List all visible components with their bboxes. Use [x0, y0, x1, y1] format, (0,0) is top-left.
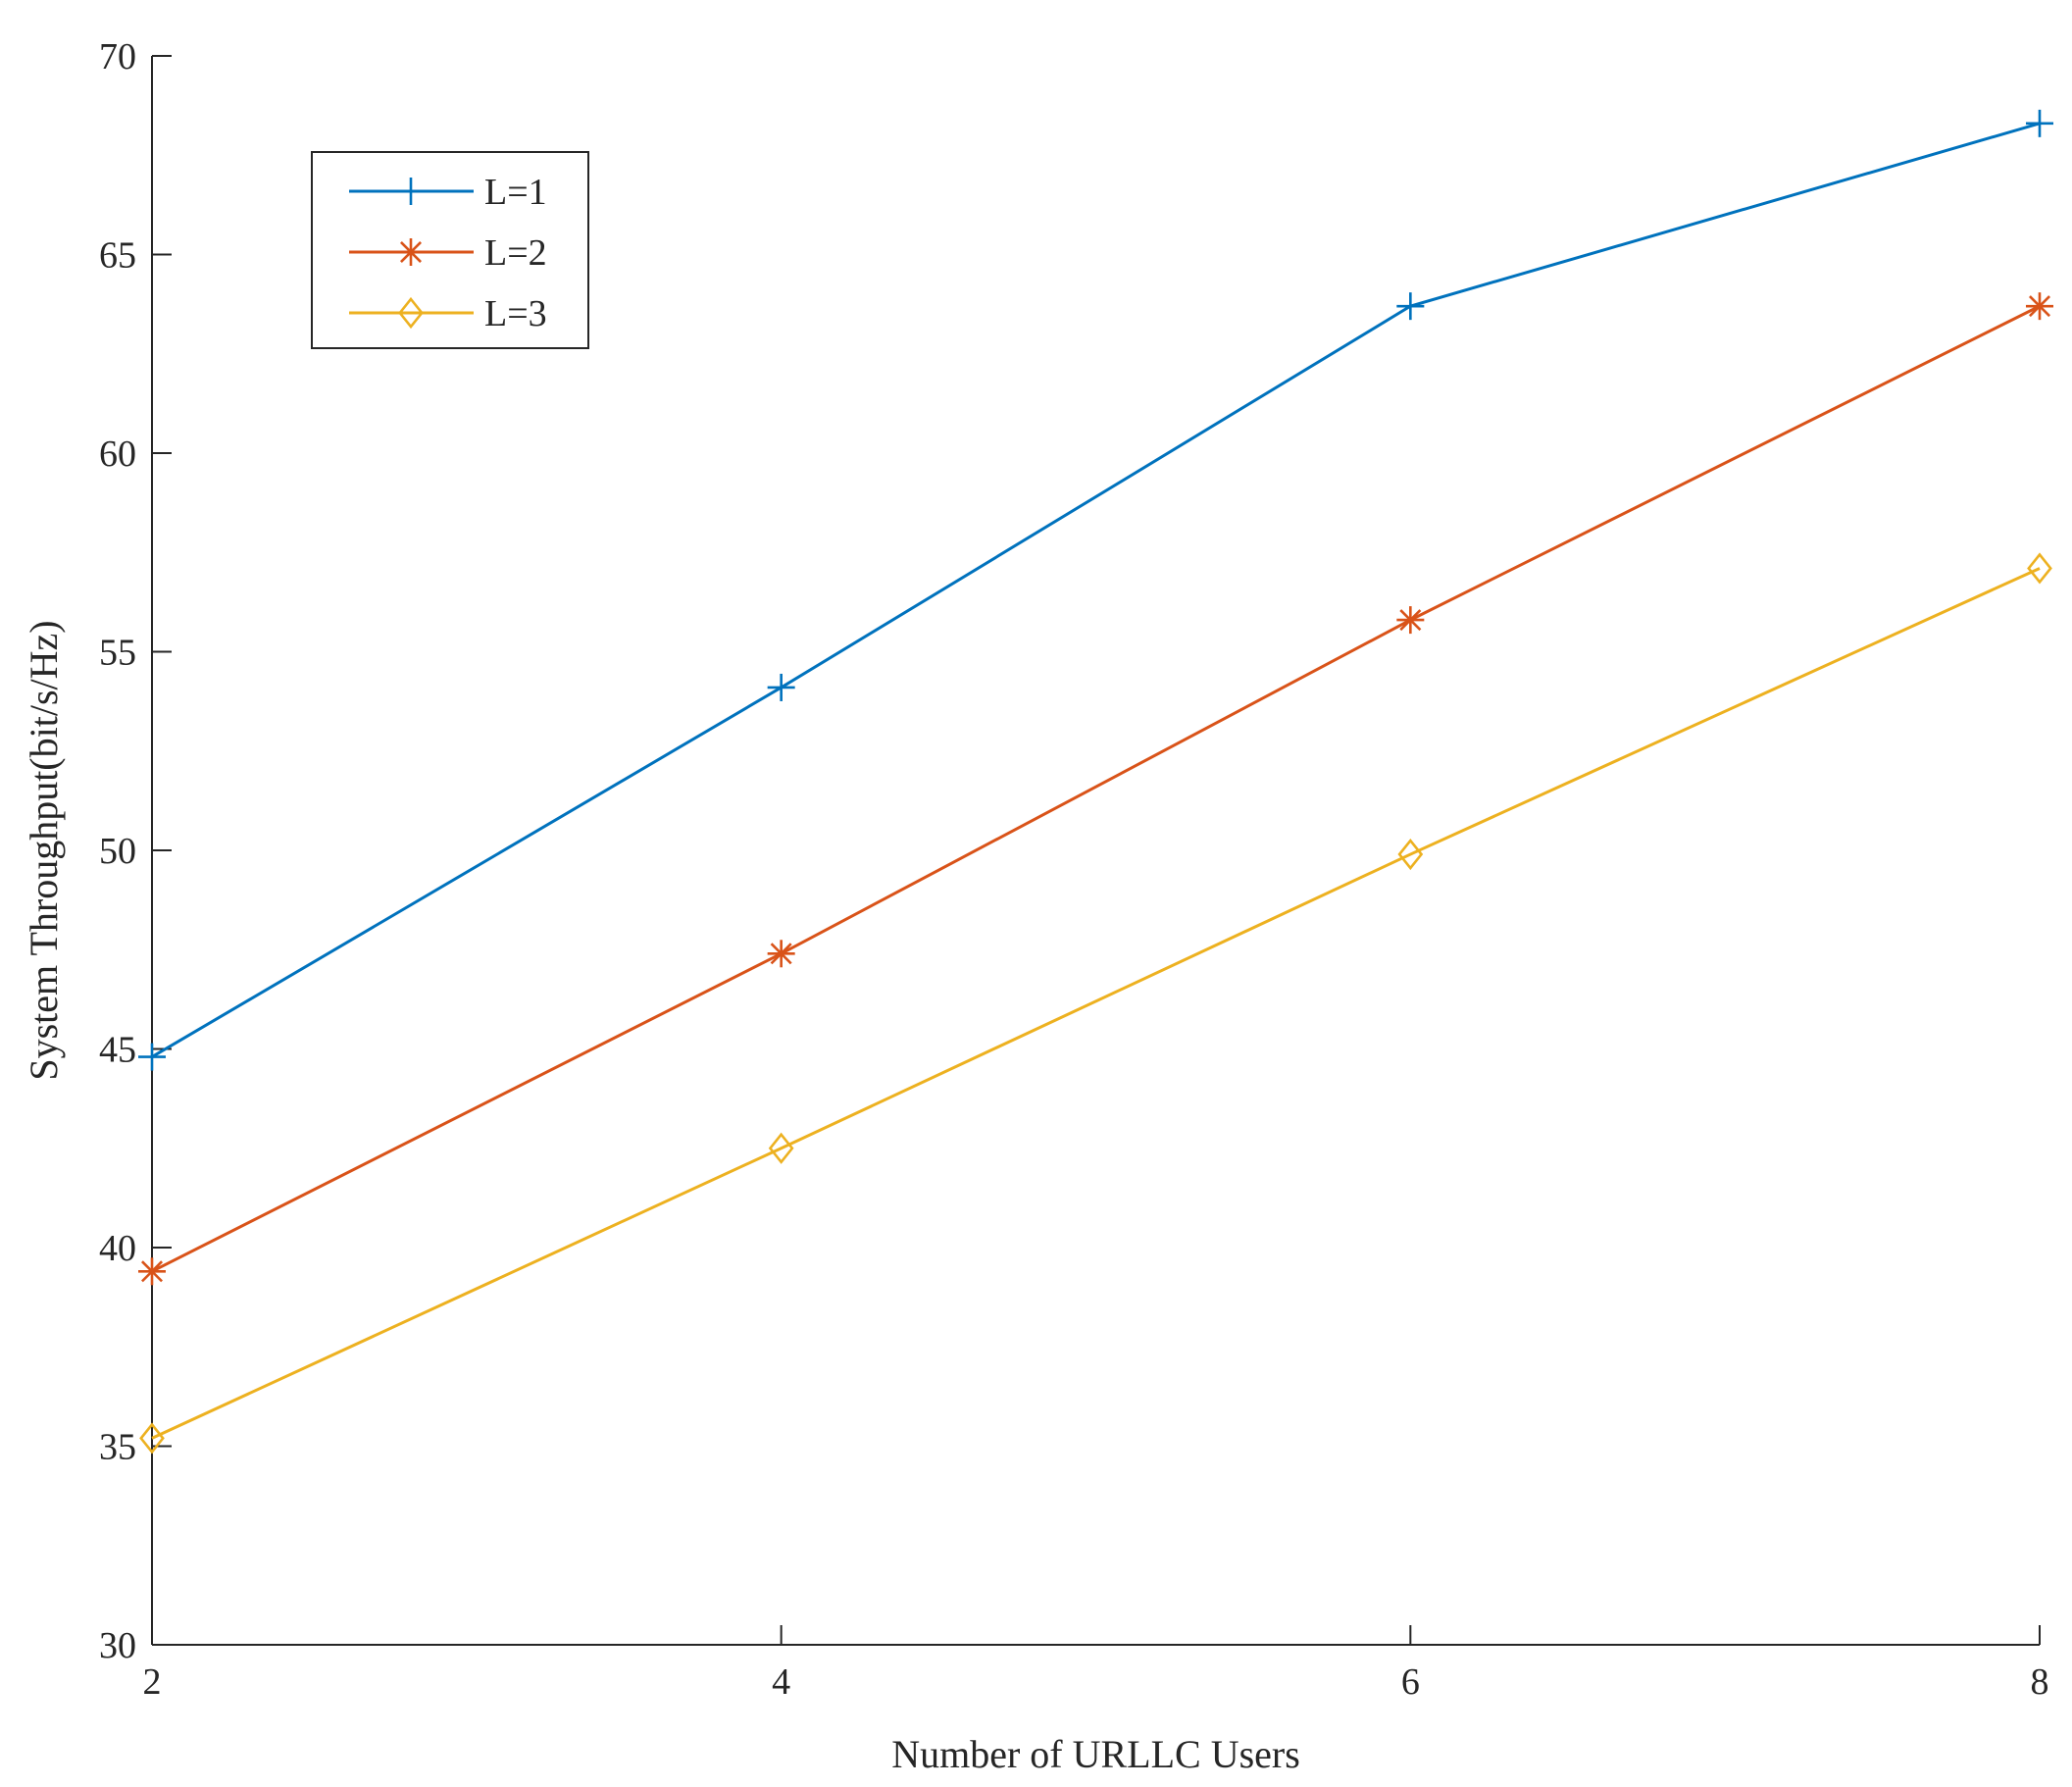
- legend-marker: [398, 296, 424, 330]
- series-line: [151, 304, 2041, 1273]
- marker-asterisk-stroke: [400, 241, 422, 263]
- y-tick-label: 60: [99, 434, 136, 475]
- marker-asterisk-stroke: [770, 943, 792, 965]
- legend-label: L=3: [484, 293, 547, 334]
- x-tick-label: 8: [2031, 1661, 2049, 1703]
- data-point: [1396, 292, 1425, 321]
- legend-marker: [397, 238, 425, 266]
- marker-diamond: [398, 296, 424, 330]
- axis-labels: Number of URLLC Users System Throughput(…: [22, 620, 1300, 1776]
- marker-asterisk-stroke: [1399, 609, 1422, 632]
- series-1: [138, 109, 2053, 1071]
- series-line: [151, 122, 2041, 1058]
- data-point: [138, 1257, 166, 1286]
- y-tick-label: 35: [99, 1427, 136, 1468]
- data-point: [1397, 838, 1424, 871]
- marker-asterisk-stroke: [141, 1260, 163, 1283]
- marker-diamond: [768, 1132, 794, 1164]
- y-tick-label: 50: [99, 831, 136, 872]
- x-tick-label: 2: [143, 1661, 162, 1703]
- marker-diamond: [2027, 552, 2052, 585]
- marker-diamond: [1397, 838, 1424, 871]
- legend-marker: [397, 178, 425, 205]
- data-point: [138, 1043, 166, 1071]
- y-tick-label: 30: [99, 1625, 136, 1666]
- marker-diamond: [139, 1422, 165, 1455]
- series-line: [151, 567, 2041, 1440]
- legend-entry: L=3: [349, 293, 547, 334]
- data-point: [139, 1422, 165, 1455]
- y-tick-label: 65: [99, 235, 136, 277]
- data-point: [767, 673, 795, 701]
- plot-series: [138, 109, 2053, 1455]
- x-tick-label: 4: [772, 1661, 790, 1703]
- data-point: [2026, 292, 2053, 321]
- axes: 30 35 40 45 50 55 60 65 70 2 4 6 8: [99, 36, 2049, 1703]
- y-tick-label: 55: [99, 633, 136, 674]
- data-point: [2026, 109, 2053, 137]
- x-axis-label: Number of URLLC Users: [891, 1732, 1300, 1776]
- y-axis-label: System Throughput(bit/s/Hz): [22, 620, 66, 1080]
- y-tick-label: 40: [99, 1228, 136, 1269]
- y-tick-label: 45: [99, 1030, 136, 1071]
- data-point: [1396, 606, 1425, 635]
- legend-entry: L=1: [349, 172, 547, 213]
- legend-entry: L=2: [349, 232, 547, 274]
- legend-box: [311, 151, 589, 349]
- x-tick-label: 6: [1401, 1661, 1420, 1703]
- legend-label: L=2: [484, 232, 547, 274]
- data-point: [2027, 552, 2052, 585]
- y-tick-label: 70: [99, 36, 136, 77]
- legend-label: L=1: [484, 172, 547, 213]
- series-3: [139, 552, 2052, 1455]
- series-2: [138, 292, 2053, 1286]
- legend: L=1 L=2 L=3: [311, 151, 589, 349]
- data-point: [767, 940, 795, 968]
- data-point: [768, 1132, 794, 1164]
- marker-asterisk-stroke: [2029, 295, 2050, 318]
